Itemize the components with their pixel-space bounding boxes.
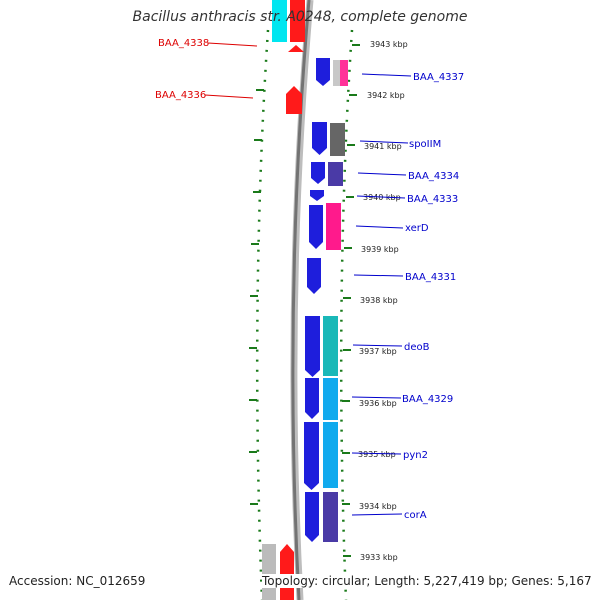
leader-line-baa4331 bbox=[353, 274, 404, 277]
leader-line-baa4334 bbox=[357, 172, 407, 176]
gene-segment-cyan-top[interactable] bbox=[272, 0, 287, 42]
forward-gene-arrow-6[interactable] bbox=[307, 258, 321, 294]
genome-summary-text: Topology: circular; Length: 5,227,419 bp… bbox=[262, 574, 592, 588]
scale-label-3937: 3937 kbp bbox=[359, 347, 397, 356]
gene-segment-pink-5[interactable] bbox=[326, 203, 341, 250]
leader-line-baa4337 bbox=[361, 73, 412, 77]
reverse-gene-arrow-small[interactable] bbox=[288, 45, 304, 52]
gene-label-pyn2[interactable]: pyn2 bbox=[403, 450, 428, 461]
scale-label-3943: 3943 kbp bbox=[370, 40, 408, 49]
forward-gene-arrow-1[interactable] bbox=[316, 58, 330, 86]
gene-segment-red-top[interactable] bbox=[290, 0, 305, 42]
gene-segment-gray-2[interactable] bbox=[330, 123, 345, 156]
reverse-gene-arrow-baa4336[interactable] bbox=[286, 86, 302, 114]
gene-label-cora[interactable]: corA bbox=[404, 510, 427, 521]
scale-label-3938: 3938 kbp bbox=[360, 296, 398, 305]
scale-label-3941: 3941 kbp bbox=[364, 142, 402, 151]
gene-label-baa4334[interactable]: BAA_4334 bbox=[408, 171, 459, 182]
forward-gene-arrow-3[interactable] bbox=[311, 162, 325, 184]
gene-label-baa4338[interactable]: BAA_4338 bbox=[158, 38, 209, 49]
gene-segment-gray-1[interactable] bbox=[333, 60, 341, 86]
gene-segment-indigo-10[interactable] bbox=[323, 492, 338, 542]
scale-label-3934: 3934 kbp bbox=[359, 502, 397, 511]
leader-line-cora bbox=[351, 513, 403, 516]
reverse-gene-arrow-bottom[interactable] bbox=[280, 544, 294, 600]
leader-line-deob bbox=[352, 344, 403, 347]
leader-line-baa4336 bbox=[204, 94, 254, 99]
gene-label-baa4333[interactable]: BAA_4333 bbox=[407, 194, 458, 205]
gene-label-baa4329[interactable]: BAA_4329 bbox=[402, 394, 453, 405]
map-title: Bacillus anthracis str. A0248, complete … bbox=[132, 9, 468, 25]
gene-label-baa4337[interactable]: BAA_4337 bbox=[413, 72, 464, 83]
leader-line-spoiim bbox=[359, 140, 409, 144]
outer-tick-track bbox=[339, 29, 354, 600]
gene-segment-sky-8[interactable] bbox=[323, 378, 338, 420]
forward-gene-arrow-4[interactable] bbox=[310, 190, 324, 201]
accession-text: Accession: NC_012659 bbox=[9, 574, 146, 588]
gene-segment-pink-1[interactable] bbox=[340, 60, 348, 86]
gene-label-baa4336[interactable]: BAA_4336 bbox=[155, 90, 206, 101]
scale-label-3935: 3935 kbp bbox=[358, 450, 396, 459]
backbone-ring bbox=[291, 0, 311, 600]
forward-gene-arrow-8[interactable] bbox=[305, 378, 319, 419]
gene-segment-indigo-3[interactable] bbox=[328, 162, 343, 186]
inner-tick-track bbox=[255, 29, 270, 600]
forward-gene-arrow-9[interactable] bbox=[304, 422, 319, 490]
gene-segment-gray-bottom[interactable] bbox=[262, 544, 276, 600]
scale-ticks: 3943 kbp 3942 kbp 3941 kbp 3940 kbp 3939… bbox=[342, 40, 408, 562]
gene-label-baa4331[interactable]: BAA_4331 bbox=[405, 272, 456, 283]
leader-line-baa4338 bbox=[207, 42, 258, 47]
leader-line-pyn2 bbox=[351, 452, 402, 455]
gene-segment-sky-9[interactable] bbox=[323, 422, 338, 488]
leader-line-xerd bbox=[355, 225, 404, 229]
scale-label-3942: 3942 kbp bbox=[367, 91, 405, 100]
forward-gene-arrow-7[interactable] bbox=[305, 316, 320, 377]
forward-gene-arrow-5[interactable] bbox=[309, 205, 323, 249]
forward-gene-arrow-2[interactable] bbox=[312, 122, 327, 155]
gene-label-deob[interactable]: deoB bbox=[404, 342, 430, 353]
scale-label-3933: 3933 kbp bbox=[360, 553, 398, 562]
scale-label-3939: 3939 kbp bbox=[361, 245, 399, 254]
gene-label-xerd[interactable]: xerD bbox=[405, 223, 429, 234]
gene-segment-teal-7[interactable] bbox=[323, 316, 338, 376]
forward-gene-arrow-10[interactable] bbox=[305, 492, 319, 542]
leader-line-baa4333 bbox=[356, 195, 406, 199]
gene-label-spoiim[interactable]: spoIIM bbox=[409, 139, 441, 150]
scale-label-3936: 3936 kbp bbox=[359, 399, 397, 408]
leader-line-baa4329 bbox=[351, 396, 402, 399]
